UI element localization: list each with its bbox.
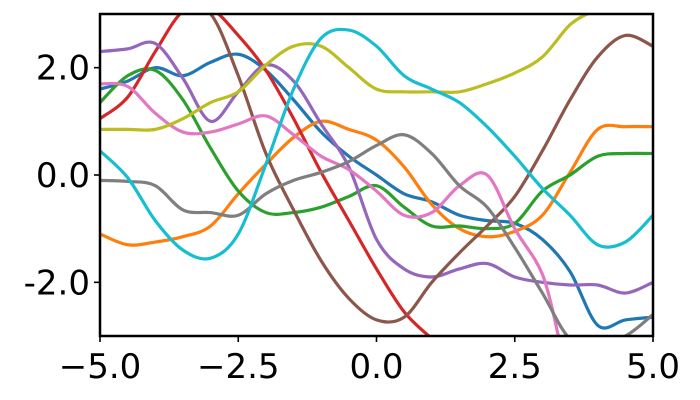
x-tick-label-3: 0.0 [349, 347, 403, 387]
series-line-1 [100, 52, 653, 330]
series-line-5 [100, 40, 653, 295]
x-tick-label-5: 5.0 [626, 347, 680, 387]
series-line-4 [100, 14, 432, 336]
series-line-2 [100, 119, 653, 247]
series-line-9 [100, 14, 591, 132]
series-line-7 [100, 81, 560, 336]
x-tick-label-2: −2.5 [197, 347, 280, 387]
y-tick-label-2: 0.0 [36, 156, 90, 196]
y-axis: -2.0 0.0 2.0 [24, 49, 100, 303]
series-line-10 [100, 27, 653, 261]
x-tick-label-4: 2.5 [488, 347, 542, 387]
series-line-8 [100, 133, 653, 336]
x-axis: −5.0 −2.5 0.0 2.5 5.0 [59, 336, 680, 387]
series-layer [100, 14, 653, 336]
series-line-6 [208, 14, 653, 324]
series-line-3 [100, 67, 653, 231]
x-tick-label-1: −5.0 [59, 347, 142, 387]
y-tick-label-3: 2.0 [36, 49, 90, 89]
y-tick-label-1: -2.0 [24, 263, 90, 303]
